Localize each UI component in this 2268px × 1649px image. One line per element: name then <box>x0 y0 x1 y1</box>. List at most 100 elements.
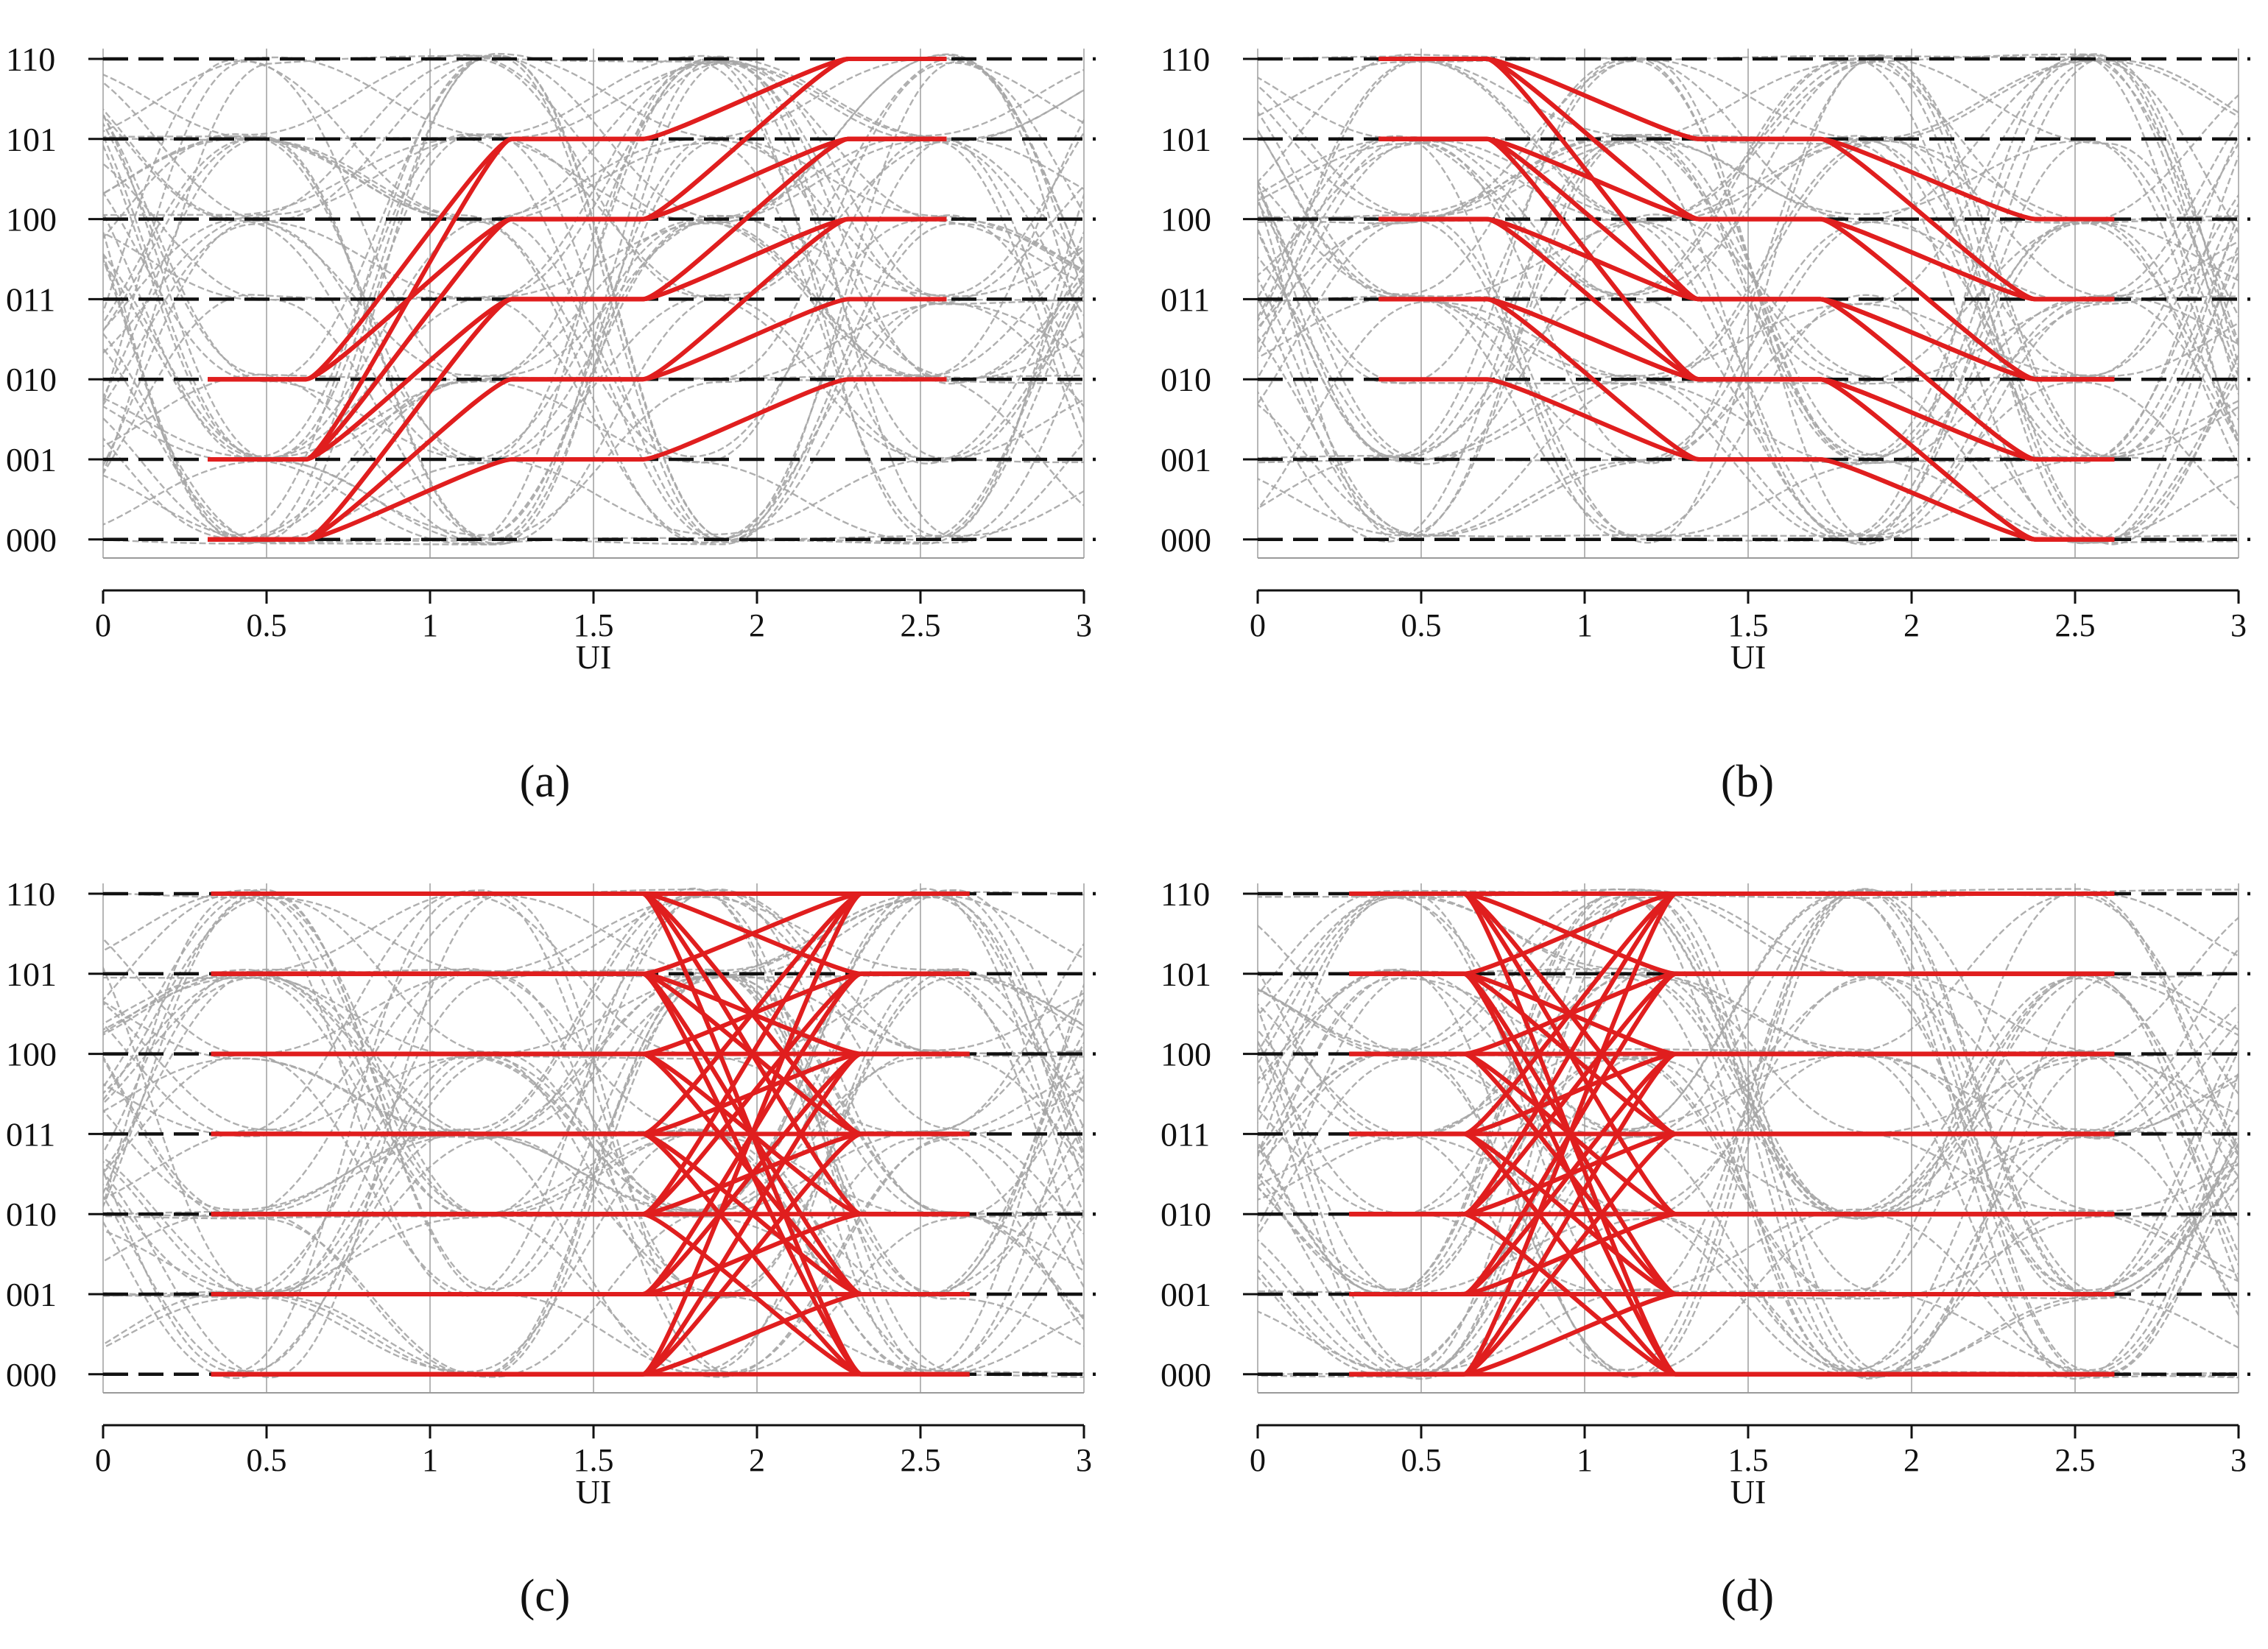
x-tick-label: 3 <box>2230 1442 2247 1478</box>
background-trace <box>103 56 1084 306</box>
background-trace <box>1258 140 2239 510</box>
y-tick-label: 100 <box>6 1036 57 1073</box>
highlighted-path <box>1378 377 2115 542</box>
background-trace <box>103 218 1084 540</box>
y-tick-label: 010 <box>1161 1196 1211 1233</box>
x-tick-label: 0 <box>1250 1442 1266 1478</box>
background-trace <box>103 889 1084 1299</box>
highlighted-path <box>208 57 947 382</box>
panel-caption: (a) <box>520 757 571 807</box>
background-trace <box>103 889 1084 1378</box>
highlighted-path <box>211 891 970 976</box>
y-tick-label: 100 <box>1161 1036 1211 1073</box>
background-trace <box>103 891 1084 1378</box>
x-tick-label: 3 <box>2230 607 2247 643</box>
vertical-gridlines <box>102 49 1085 558</box>
background-trace <box>1258 967 2239 1268</box>
y-tick-label: 001 <box>1161 1276 1211 1313</box>
x-tick-label: 0 <box>95 607 111 643</box>
background-trace <box>1258 975 2239 1378</box>
y-tick-label: 010 <box>1161 361 1211 398</box>
y-tick-label: 101 <box>1161 121 1211 158</box>
panel-d: 000 001 010 011 100 101 110 0 0.5 1 1.5 2 2.5 3 UI (d) <box>1161 875 2250 1621</box>
highlighted-paths <box>1349 891 2115 1377</box>
background-trace <box>1258 135 2239 536</box>
background-trace <box>103 293 1084 544</box>
x-tick-label: 2 <box>1904 1442 1920 1478</box>
y-tick-label: 000 <box>1161 1356 1211 1394</box>
y-tick-label: 000 <box>1161 521 1211 559</box>
x-tick-label: 3 <box>1076 607 1092 643</box>
background-trace <box>1258 1056 2239 1377</box>
y-tick-label: 110 <box>1161 875 1210 913</box>
y-tick-label: 001 <box>1161 441 1211 479</box>
background-trace <box>1258 889 2239 1374</box>
background-trace <box>103 61 1084 464</box>
background-trace <box>1258 924 2239 1377</box>
highlighted-path <box>1349 891 2115 1377</box>
background-trace <box>1258 889 2239 1378</box>
x-tick-label: 1 <box>422 1442 438 1478</box>
background-trace <box>1258 973 2239 1296</box>
highlighted-path <box>211 1131 970 1377</box>
x-tick-label: 1 <box>1577 607 1593 643</box>
background-trace <box>1258 181 2239 543</box>
background-trace <box>1258 57 2239 456</box>
background-trace <box>103 56 1084 545</box>
panel-b: 000 001 010 011 100 101 110 0 0.5 1 1.5 2 2.5 3 UI (b) <box>1161 40 2250 807</box>
x-tick-label: 1.5 <box>1728 607 1769 643</box>
background-trace <box>1258 277 2239 536</box>
y-tick-label: 011 <box>1161 1115 1210 1153</box>
y-tick-label: 110 <box>1161 40 1210 78</box>
x-tick-label: 1.5 <box>1728 1442 1769 1478</box>
y-tick-label: 011 <box>6 1115 55 1153</box>
panel-caption: (c) <box>520 1571 571 1621</box>
y-tick-label: 000 <box>6 1356 57 1394</box>
x-axis-title: UI <box>576 1473 612 1511</box>
highlighted-path <box>1378 136 2115 382</box>
background-trace <box>1258 135 2239 545</box>
background-trace <box>1258 134 2239 540</box>
x-axis-title: UI <box>1730 1473 1767 1511</box>
background-trace <box>1258 891 2239 1296</box>
highlighted-path <box>1378 297 2115 542</box>
y-tick-label: 100 <box>1161 201 1211 239</box>
y-tick-label: 110 <box>6 875 55 913</box>
axes: 000 001 010 011 100 101 110 0 0.5 1 1.5 2 2.5 3 UI <box>6 40 1092 676</box>
background-trace <box>1258 59 2239 319</box>
background-trace <box>103 55 1084 544</box>
background-trace <box>103 89 1084 540</box>
highlighted-path <box>1378 57 2115 302</box>
background-trace <box>1258 892 2239 1156</box>
x-tick-label: 0 <box>1250 607 1266 643</box>
panel-caption: (d) <box>1721 1571 1774 1621</box>
background-trace <box>1258 53 2239 183</box>
background-trace <box>1258 896 2239 1291</box>
y-tick-label: 010 <box>6 1196 57 1233</box>
x-tick-label: 2 <box>749 607 765 643</box>
y-tick-label: 011 <box>1161 280 1210 318</box>
background-trace <box>1258 110 2239 462</box>
axes: 000 001 010 011 100 101 110 0 0.5 1 1.5 2 2.5 3 UI <box>6 875 1092 1511</box>
highlighted-path <box>211 891 970 1377</box>
background-trace <box>103 968 1084 1212</box>
background-trace <box>103 59 1084 541</box>
y-tick-label: 001 <box>6 441 57 479</box>
highlighted-path <box>1378 216 2115 462</box>
highlighted-path <box>208 57 947 382</box>
background-trace <box>103 214 1084 545</box>
x-axis-title: UI <box>1730 638 1767 676</box>
background-trace <box>1258 893 2239 1293</box>
background-trace <box>103 889 1084 1372</box>
highlighted-path <box>1349 891 2115 976</box>
background-trace <box>103 135 1084 540</box>
x-tick-label: 0.5 <box>1401 1442 1442 1478</box>
x-tick-label: 2.5 <box>901 607 941 643</box>
vertical-gridlines <box>102 883 1085 1393</box>
background-trace <box>103 55 1084 541</box>
background-trace <box>103 60 1084 545</box>
background-trace <box>1258 1058 2239 1376</box>
background-trace <box>1258 188 2239 465</box>
x-tick-label: 2.5 <box>901 1442 941 1478</box>
